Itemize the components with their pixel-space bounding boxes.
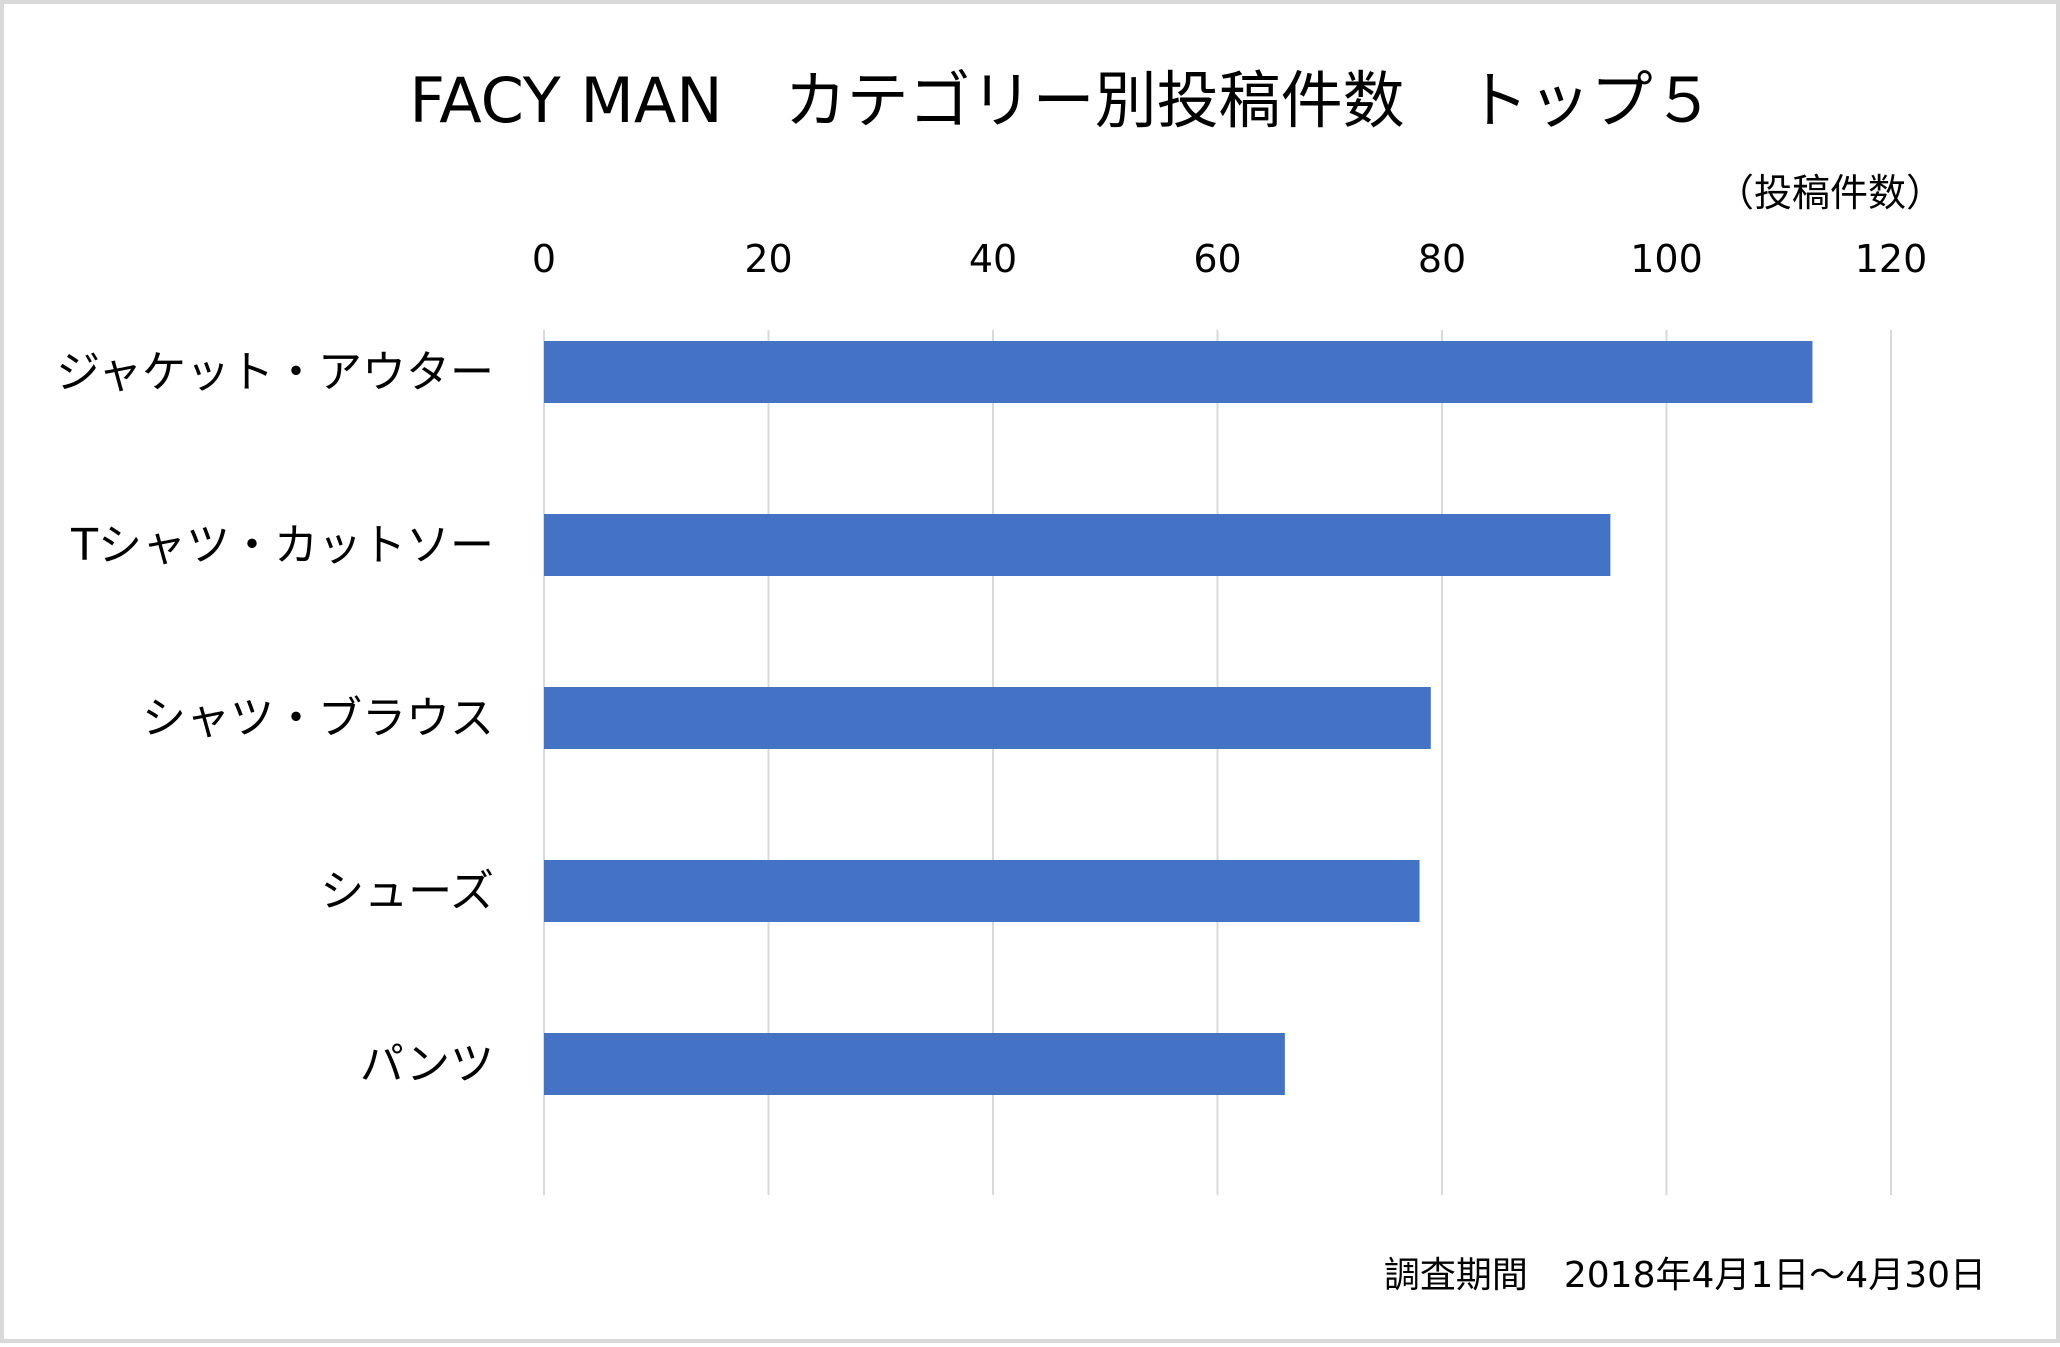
survey-period-note: 調査期間 2018年4月1日～4月30日 [1384,1255,1986,1296]
category-label: Tシャツ・カットソー [70,520,494,571]
x-tick-label: 100 [1630,237,1703,281]
x-tick-label: 80 [1418,237,1466,281]
chart-title: FACY MAN カテゴリー別投稿件数 トップ５ [409,64,1714,137]
bar [544,514,1611,576]
category-label: ジャケット・アウター [56,347,494,398]
x-tick-label: 120 [1855,237,1928,281]
category-label: シャツ・ブラウス [142,693,494,744]
category-label: パンツ [360,1039,494,1090]
x-tick-label: 60 [1193,237,1241,281]
bar [544,341,1813,403]
bar [544,860,1420,922]
x-tick-label: 0 [532,237,556,281]
axis-unit-label: （投稿件数） [1716,171,1944,215]
x-tick-label: 20 [744,237,792,281]
bar [544,687,1431,749]
x-tick-label: 40 [969,237,1017,281]
bars [544,341,1813,1095]
bar-chart: FACY MAN カテゴリー別投稿件数 トップ５ （投稿件数） 0 20 40 60 8… [56,64,1986,1296]
gridlines [543,330,1892,1195]
x-axis-tick-labels: 0 20 40 60 80 100 120 [532,237,1927,281]
bar [544,1033,1285,1095]
category-label: シューズ [320,866,494,917]
